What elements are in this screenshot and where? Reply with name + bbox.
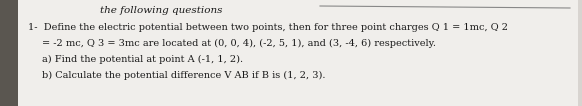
Text: b) Calculate the potential difference V AB if B is (1, 2, 3).: b) Calculate the potential difference V … bbox=[42, 71, 325, 80]
FancyBboxPatch shape bbox=[18, 0, 578, 106]
Text: = -2 mc, Q 3 = 3mc are located at (0, 0, 4), (-2, 5, 1), and (3, -4, 6) respecti: = -2 mc, Q 3 = 3mc are located at (0, 0,… bbox=[42, 39, 436, 48]
Text: a) Find the potential at point A (-1, 1, 2).: a) Find the potential at point A (-1, 1,… bbox=[42, 55, 243, 64]
Text: the following questions: the following questions bbox=[100, 6, 222, 15]
Text: 1-  Define the electric potential between two points, then for three point charg: 1- Define the electric potential between… bbox=[28, 23, 508, 32]
Bar bbox=[0, 0, 18, 106]
